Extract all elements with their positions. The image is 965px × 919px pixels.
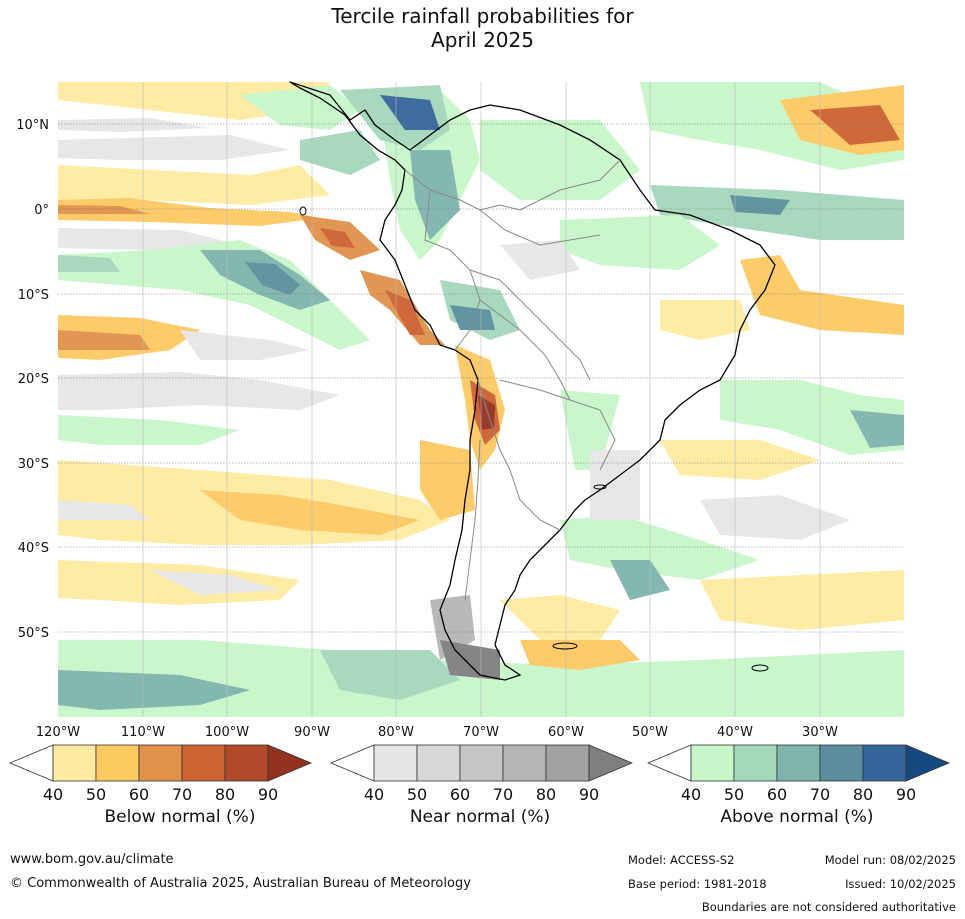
lon-label: 100°W (205, 725, 249, 740)
lon-label: 40°W (717, 725, 753, 740)
chart-title: Tercile rainfall probabilities for April… (0, 4, 965, 52)
map-frame (58, 81, 904, 717)
near-normal-label: Near normal (%) (409, 807, 551, 827)
colorbar-extend-high (905, 744, 951, 782)
footer-model-run: Model run: 08/02/2025 (824, 853, 956, 867)
colorbar-tick-label: 40 (364, 785, 384, 804)
lon-label: 90°W (294, 725, 330, 740)
colorbar-segment (459, 744, 504, 782)
south-america-coastline (289, 81, 776, 681)
colorbar-above: 40 50 60 70 80 90 (646, 744, 951, 804)
country-borders (404, 159, 621, 601)
colorbar-segment (862, 744, 907, 782)
colorbar-extend-low (8, 744, 54, 782)
colorbar-extend-high (267, 744, 313, 782)
footer-issued: Issued: 10/02/2025 (845, 877, 956, 891)
colorbar-extend-high (588, 744, 634, 782)
title-line-1: Tercile rainfall probabilities for (331, 4, 634, 28)
colorbar-tick-label: 60 (767, 785, 787, 804)
colorbar-segment (52, 744, 97, 782)
lat-label: 20°S (18, 372, 49, 387)
colorbar-tick-label: 70 (493, 785, 513, 804)
colorbar-extend-low (646, 744, 692, 782)
colorbar-segment (224, 744, 269, 782)
colorbar-segment (502, 744, 547, 782)
colorbar-segment (733, 744, 778, 782)
above-normal-label: Above normal (%) (720, 807, 874, 827)
lat-label: 10°S (18, 288, 49, 303)
colorbar-tick-label: 50 (407, 785, 427, 804)
lon-label: 80°W (378, 725, 414, 740)
colorbar-tick-label: 60 (450, 785, 470, 804)
probability-shading (58, 82, 904, 717)
colorbar-tick-label: 40 (681, 785, 701, 804)
colorbar-segment (95, 744, 140, 782)
colorbar-segment (545, 744, 590, 782)
footer-url: www.bom.gov.au/climate (10, 852, 174, 867)
footer-disclaimer: Boundaries are not considered authoritat… (701, 900, 956, 914)
colorbar-segment (690, 744, 735, 782)
lat-label: 0° (34, 203, 49, 218)
lon-label: 70°W (463, 725, 499, 740)
lon-label: 110°W (121, 725, 165, 740)
colorbar-segment (819, 744, 864, 782)
footer-model: Model: ACCESS-S2 (628, 853, 735, 867)
colorbar-tick-label: 40 (43, 785, 63, 804)
lat-label: 10°N (16, 118, 49, 133)
colorbar-segment (416, 744, 461, 782)
lat-label: 40°S (18, 541, 49, 556)
colorbar-segment (181, 744, 226, 782)
colorbar-tick-label: 50 (724, 785, 744, 804)
footer-copyright: © Commonwealth of Australia 2025, Austra… (10, 876, 471, 891)
lat-label: 30°S (18, 457, 49, 472)
colorbar-segment (138, 744, 183, 782)
lat-label: 50°S (18, 626, 49, 641)
colorbars: 40 50 60 70 80 90 40 50 60 70 80 90 40 50 60 70 80 90 (8, 744, 951, 804)
colorbar-tick-label: 70 (810, 785, 830, 804)
colorbar-tick-label: 70 (172, 785, 192, 804)
lon-label: 120°W (36, 725, 80, 740)
colorbar-segment (776, 744, 821, 782)
graticule-meridians (142, 82, 821, 717)
colorbar-extend-low (329, 744, 375, 782)
colorbar-tick-label: 80 (536, 785, 556, 804)
longitude-labels: 120°W 110°W 100°W 90°W 80°W 70°W 60°W 50… (36, 725, 838, 740)
colorbar-below: 40 50 60 70 80 90 (8, 744, 313, 804)
latitude-labels: 10°N 0° 10°S 20°S 30°S 40°S 50°S (16, 118, 49, 641)
colorbar-tick-label: 80 (853, 785, 873, 804)
lon-label: 50°W (632, 725, 668, 740)
lon-label: 30°W (802, 725, 838, 740)
title-line-2: April 2025 (431, 28, 534, 52)
islands (299, 206, 769, 672)
colorbar-tick-label: 90 (258, 785, 278, 804)
colorbar-tick-label: 50 (86, 785, 106, 804)
lon-label: 60°W (548, 725, 584, 740)
colorbar-segment (373, 744, 418, 782)
below-normal-label: Below normal (%) (104, 807, 256, 827)
footer-base-period: Base period: 1981-2018 (628, 877, 767, 891)
colorbar-tick-label: 80 (215, 785, 235, 804)
colorbar-tick-label: 60 (129, 785, 149, 804)
colorbar-near: 40 50 60 70 80 90 (329, 744, 634, 804)
colorbar-tick-label: 90 (896, 785, 916, 804)
colorbar-tick-label: 90 (579, 785, 599, 804)
